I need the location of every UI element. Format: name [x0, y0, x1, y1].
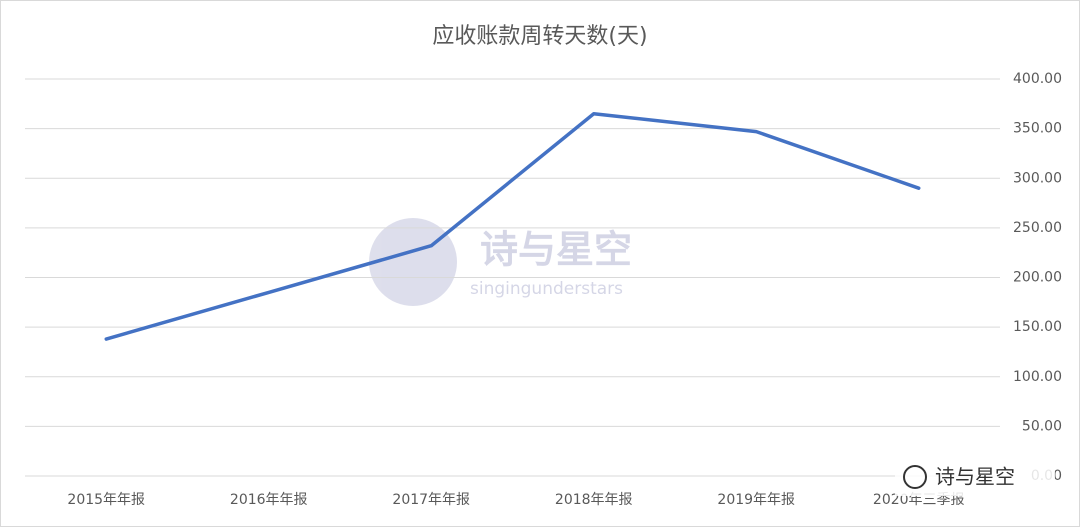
y-tick-label: 150.00: [1013, 319, 1062, 335]
y-tick-label: 250.00: [1013, 220, 1062, 236]
chart-title: 应收账款周转天数(天): [432, 24, 647, 49]
corner-watermark-bg: [895, 460, 1055, 496]
watermark-title: 诗与星空: [480, 228, 632, 272]
y-tick-label: 350.00: [1013, 121, 1062, 137]
corner-watermark: 诗与星空: [935, 465, 1015, 489]
y-tick-label: 200.00: [1013, 270, 1062, 286]
y-tick-label: 300.00: [1013, 170, 1062, 186]
watermark-logo: [369, 218, 457, 306]
x-tick-label: 2019年年报: [717, 492, 795, 508]
corner-watermark-icon: [903, 465, 927, 489]
watermark-subtitle: singingunderstars: [470, 279, 623, 299]
x-tick-label: 2018年年报: [555, 492, 633, 508]
y-tick-label: 50.00: [1022, 418, 1062, 434]
watermark: 诗与星空 singingunderstars: [369, 218, 632, 306]
x-tick-label: 2017年年报: [392, 492, 470, 508]
y-tick-label: 400.00: [1013, 71, 1062, 87]
x-tick-label: 2016年年报: [230, 492, 308, 508]
x-tick-label: 2015年年报: [67, 492, 145, 508]
y-tick-label: 100.00: [1013, 369, 1062, 385]
data-line: [104, 111, 921, 341]
